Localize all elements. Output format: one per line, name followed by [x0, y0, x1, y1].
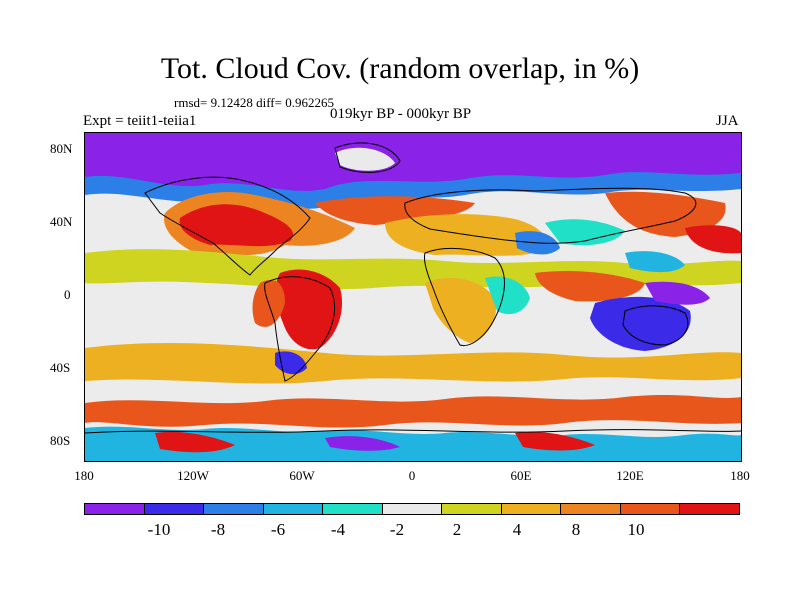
coastlines	[85, 142, 741, 434]
antarctic-mixed-band	[85, 426, 741, 461]
southern-midlatitude-band	[85, 343, 741, 384]
colorbar-label: -6	[270, 520, 286, 539]
north-pacific-positive	[685, 225, 741, 254]
experiment-label: Expt = teiit1-teiia1	[83, 113, 197, 129]
lon-tick-label: 0	[408, 468, 416, 483]
lat-tick-label: 0	[64, 287, 71, 302]
lon-tick-label: 180	[730, 468, 750, 483]
season-label: JJA	[716, 113, 739, 129]
maritime-continent-cell	[625, 251, 685, 273]
antarctica-coastline	[85, 429, 741, 434]
greenland-coastline	[334, 142, 401, 173]
lat-tick-label: 40S	[50, 360, 71, 375]
colorbar-label: 10	[627, 520, 645, 539]
australia-core-negative	[645, 281, 710, 305]
eurasia-coastline	[404, 187, 697, 244]
south-america-positive-region	[275, 269, 343, 350]
plot-title: Tot. Cloud Cov. (random overlap, in %)	[160, 52, 640, 85]
antarctic-positive-cell-east	[515, 431, 595, 451]
north-america-core	[179, 204, 294, 247]
central-asia-cell	[545, 219, 625, 246]
colorbar-label: 2	[452, 520, 462, 539]
south-america-coastline	[264, 276, 336, 382]
north-america-coastline	[144, 176, 311, 276]
lon-tick-label: 120E	[616, 468, 644, 483]
colorbar-label: 4	[512, 520, 522, 539]
colorbar-segment	[323, 504, 383, 514]
greenland-cell	[335, 147, 395, 171]
colorbar-label: -2	[389, 520, 405, 539]
map-panel	[84, 132, 742, 462]
lon-tick-label: 60W	[289, 468, 315, 483]
colorbar-label: -4	[330, 520, 346, 539]
lat-tick-label: 40N	[50, 214, 73, 229]
lon-tick-label: 180	[74, 468, 94, 483]
colorbar-segment	[561, 504, 621, 514]
antarctic-negative-cell	[325, 436, 400, 451]
australia-coastline	[622, 305, 689, 346]
lat-tick-label: 80N	[50, 141, 73, 156]
africa-positive-region	[425, 278, 496, 343]
stats-line: rmsd= 9.12428 diff= 0.962265	[174, 95, 334, 110]
colorbar-label: 8	[571, 520, 581, 539]
colorbar-segment	[382, 504, 443, 514]
colorbar-label: -10	[147, 520, 171, 539]
colorbar-segment	[442, 504, 502, 514]
east-africa-cell	[485, 276, 530, 315]
period-label: 019kyr BP - 000kyr BP	[330, 106, 472, 122]
colorbar-label: -8	[210, 520, 226, 539]
colorbar	[84, 503, 740, 515]
lon-tick-label: 120W	[177, 468, 209, 483]
colorbar-segment	[85, 504, 145, 514]
colorbar-segment	[501, 504, 562, 514]
lon-tick-label: 60E	[510, 468, 532, 483]
colorbar-segment	[144, 504, 205, 514]
lat-tick-label: 80S	[50, 433, 71, 448]
colorbar-segment	[263, 504, 324, 514]
patagonia-negative-cell	[275, 351, 307, 375]
colorbar-segment	[620, 504, 681, 514]
antarctic-positive-cell-west	[155, 431, 235, 453]
colorbar-segment	[204, 504, 264, 514]
africa-coastline	[424, 248, 505, 347]
indian-ocean-positive-band	[535, 271, 645, 302]
colorbar-segment	[680, 504, 740, 514]
southern-ocean-positive-band	[85, 395, 741, 428]
australia-negative-region	[590, 296, 691, 351]
cloud-cover-map	[85, 133, 741, 461]
